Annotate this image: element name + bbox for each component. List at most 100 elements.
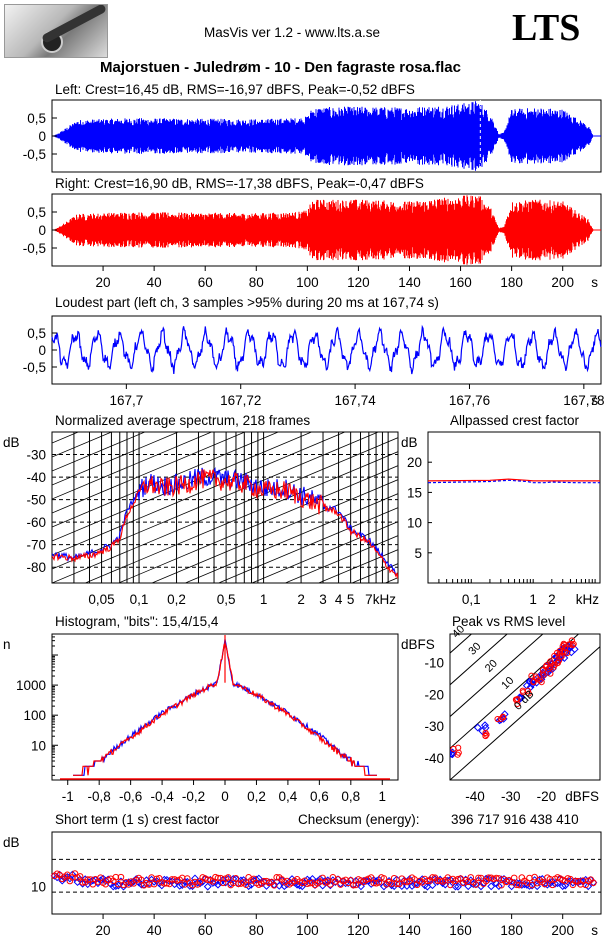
crest-left-point (81, 875, 90, 884)
peak-rms-right-point (569, 642, 576, 649)
histogram-xtick-label: -0,6 (119, 789, 142, 804)
spectrum-slope-line (117, 465, 398, 583)
crest-right-point (493, 874, 500, 882)
crest-left-point (374, 875, 383, 884)
crest-left-point (152, 877, 161, 885)
peak-rms-frame (449, 633, 601, 781)
peak-rms-xtick-label: -30 (501, 789, 521, 804)
crest-right-point (89, 880, 97, 888)
spectrum-xunit: kHz (373, 592, 396, 607)
loudest-xtick-label: 167,78 (563, 393, 604, 408)
spectrum-slope-line (150, 479, 398, 583)
crest-right-point (510, 874, 518, 882)
crest-right-point (117, 873, 125, 881)
peak-rms-right-point (539, 670, 546, 677)
crest-right-point (531, 873, 538, 881)
crest-right-point (84, 876, 92, 883)
allpass-right-trace (427, 478, 600, 482)
peak-rms-right-point (519, 689, 527, 696)
crest-left-point (533, 882, 542, 891)
spectrum-ytick-label: -80 (26, 560, 46, 575)
peak-rms-ytick-label: -30 (424, 719, 444, 734)
loudest-frame (51, 315, 602, 385)
right-channel-ytick-label: 0 (38, 223, 46, 238)
crest-left-point (408, 881, 417, 890)
brand-logo: LTS (512, 7, 581, 49)
crest-left-point (454, 882, 462, 891)
app-title: MasVis ver 1.2 - www.lts.a.se (204, 25, 381, 40)
right-channel-xtick-label: 120 (347, 275, 370, 290)
spectrum-slope-line (84, 451, 398, 583)
spectrum-slope-line (52, 432, 146, 472)
crest-left-point (530, 876, 539, 885)
loudest-xtick-label: 167,72 (220, 393, 261, 408)
loudest-xtick-label: 167,7 (109, 393, 143, 408)
peak-rms-right-point (554, 659, 561, 666)
histogram-ytick-label: 100 (23, 708, 46, 723)
crest-right-point (64, 871, 71, 879)
histogram-xtick-label: 0,8 (341, 789, 360, 804)
peak-rms-right-point (494, 715, 501, 723)
crest-left-point (282, 880, 291, 889)
peak-rms-title: Peak vs RMS level (452, 614, 566, 629)
spectrum-ytick-label: -70 (26, 538, 46, 553)
crest-xtick-label: 100 (296, 923, 319, 938)
crest-right-point (590, 879, 597, 887)
spectrum-xtick-label: 0,2 (167, 592, 186, 607)
crest-ylabel: dB (3, 835, 20, 850)
right-channel-xtick-label: 40 (147, 275, 162, 290)
peak-rms-right-point (542, 663, 549, 671)
spectrum-ytick-label: -60 (26, 515, 46, 530)
allpass-xtick-label: 1 (529, 592, 537, 607)
histogram-xtick-label: 0,4 (279, 789, 298, 804)
histogram-xtick-label: 0,6 (310, 789, 329, 804)
peak-rms-left-point (541, 669, 550, 678)
crest-right-point (150, 880, 158, 888)
peak-rms-left-point (478, 727, 487, 736)
crest-left-point (290, 878, 299, 887)
right-channel-ytick-label: 0,5 (27, 205, 46, 220)
crest-xtick-label: 60 (198, 923, 213, 938)
crest-left-point (418, 875, 427, 884)
crest-xtick-label: 120 (347, 923, 370, 938)
peak-rms-right-point (525, 690, 532, 697)
crest-left-point (168, 877, 176, 886)
peak-rms-right-point (536, 677, 543, 684)
peak-rms-xtick-label: -40 (465, 789, 485, 804)
histogram-xtick-label: 0,2 (247, 789, 266, 804)
spectrum-slope-line (284, 535, 398, 583)
spectrum-slope-line (317, 549, 398, 583)
crest-left-point (50, 871, 59, 880)
peak-rms-right-point (561, 648, 569, 655)
peak-rms-ylabel: dBFS (401, 637, 435, 652)
peak-rms-right-point (538, 679, 545, 686)
allpass-ytick-label: 15 (407, 485, 422, 500)
spectrum-slope-line (52, 432, 313, 542)
crest-right-point (498, 881, 505, 889)
allpass-xtick-label: 0,1 (462, 592, 481, 607)
crest-xtick-label: 20 (96, 923, 111, 938)
crest-right-point (327, 881, 334, 888)
allpass-xunit: kHz (576, 592, 599, 607)
histogram-xtick-label: 1 (379, 789, 387, 804)
left-channel-ytick-label: 0,5 (27, 111, 46, 126)
crest-left-point (379, 882, 388, 891)
crest-right-point (76, 873, 84, 880)
histogram-xtick-label: -0,8 (88, 789, 111, 804)
spectrum-ytick-label: -50 (26, 493, 46, 508)
spectrum-slope-line (184, 493, 398, 583)
spectrum-slope-line (52, 432, 346, 556)
spectrum-title: Normalized average spectrum, 218 frames (55, 413, 311, 428)
checksum-label: Checksum (energy): (298, 812, 420, 827)
peak-rms-left-point (526, 683, 535, 692)
spectrum-ytick-label: -30 (26, 448, 46, 463)
crest-right-point (454, 875, 462, 883)
crest-right-point (541, 880, 549, 888)
right-channel-xtick-label: 140 (398, 275, 421, 290)
peak-rms-left-point (450, 750, 457, 759)
crest-right-point (447, 881, 454, 889)
peak-rms-right-point (561, 644, 569, 651)
peak-rms-right-point (482, 729, 489, 736)
histogram-ylabel: n (3, 637, 11, 652)
